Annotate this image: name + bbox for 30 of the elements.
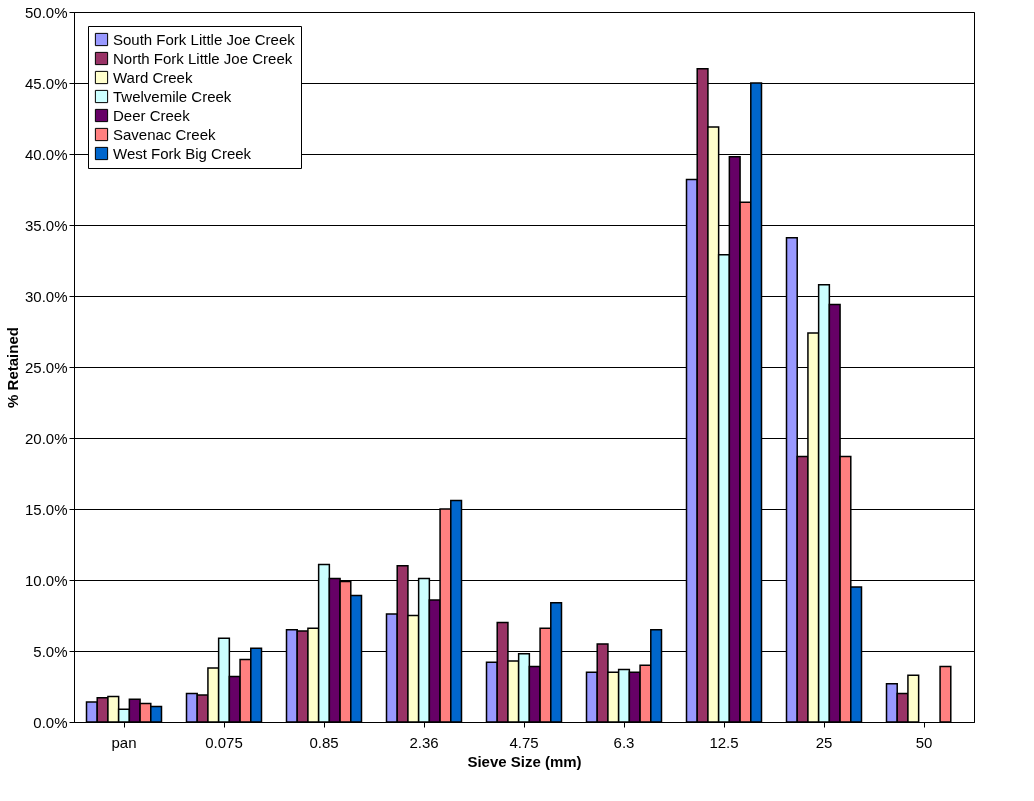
legend-label: West Fork Big Creek xyxy=(113,144,252,162)
x-tick-label: 25 xyxy=(815,733,833,751)
y-tick-label: 25.0% xyxy=(24,358,68,376)
legend-label: Savenac Creek xyxy=(113,125,217,143)
legend-label: Deer Creek xyxy=(113,106,191,124)
x-tick-label: 50 xyxy=(915,733,933,751)
y-tick-label: 50.0% xyxy=(24,3,68,21)
y-tick-label: 5.0% xyxy=(33,642,68,660)
legend-label: South Fork Little Joe Creek xyxy=(113,30,296,48)
legend-label: Twelvemile Creek xyxy=(113,87,232,105)
y-tick-label: 35.0% xyxy=(24,216,68,234)
y-tick-label: 0.0% xyxy=(33,713,68,731)
y-tick-label: 30.0% xyxy=(24,287,68,305)
x-tick-label: 12.5 xyxy=(709,733,739,751)
x-tick-label: pan xyxy=(111,733,137,751)
x-tick-label: 0.075 xyxy=(205,733,243,751)
x-tick-label: 0.85 xyxy=(309,733,339,751)
y-tick-label: 10.0% xyxy=(24,571,68,589)
y-axis-title: % Retained xyxy=(3,327,21,408)
y-tick-label: 40.0% xyxy=(24,145,68,163)
y-tick-label: 15.0% xyxy=(24,500,68,518)
bar xyxy=(939,665,952,723)
legend-label: Ward Creek xyxy=(113,68,193,86)
x-tick-label: 4.75 xyxy=(509,733,539,751)
legend-label: North Fork Little Joe Creek xyxy=(113,49,293,67)
y-tick-label: 45.0% xyxy=(24,74,68,92)
x-tick-label: 2.36 xyxy=(409,733,439,751)
y-tick-label: 20.0% xyxy=(24,429,68,447)
x-tick-label: 6.3 xyxy=(613,733,635,751)
x-axis-title: Sieve Size (mm) xyxy=(467,752,582,770)
